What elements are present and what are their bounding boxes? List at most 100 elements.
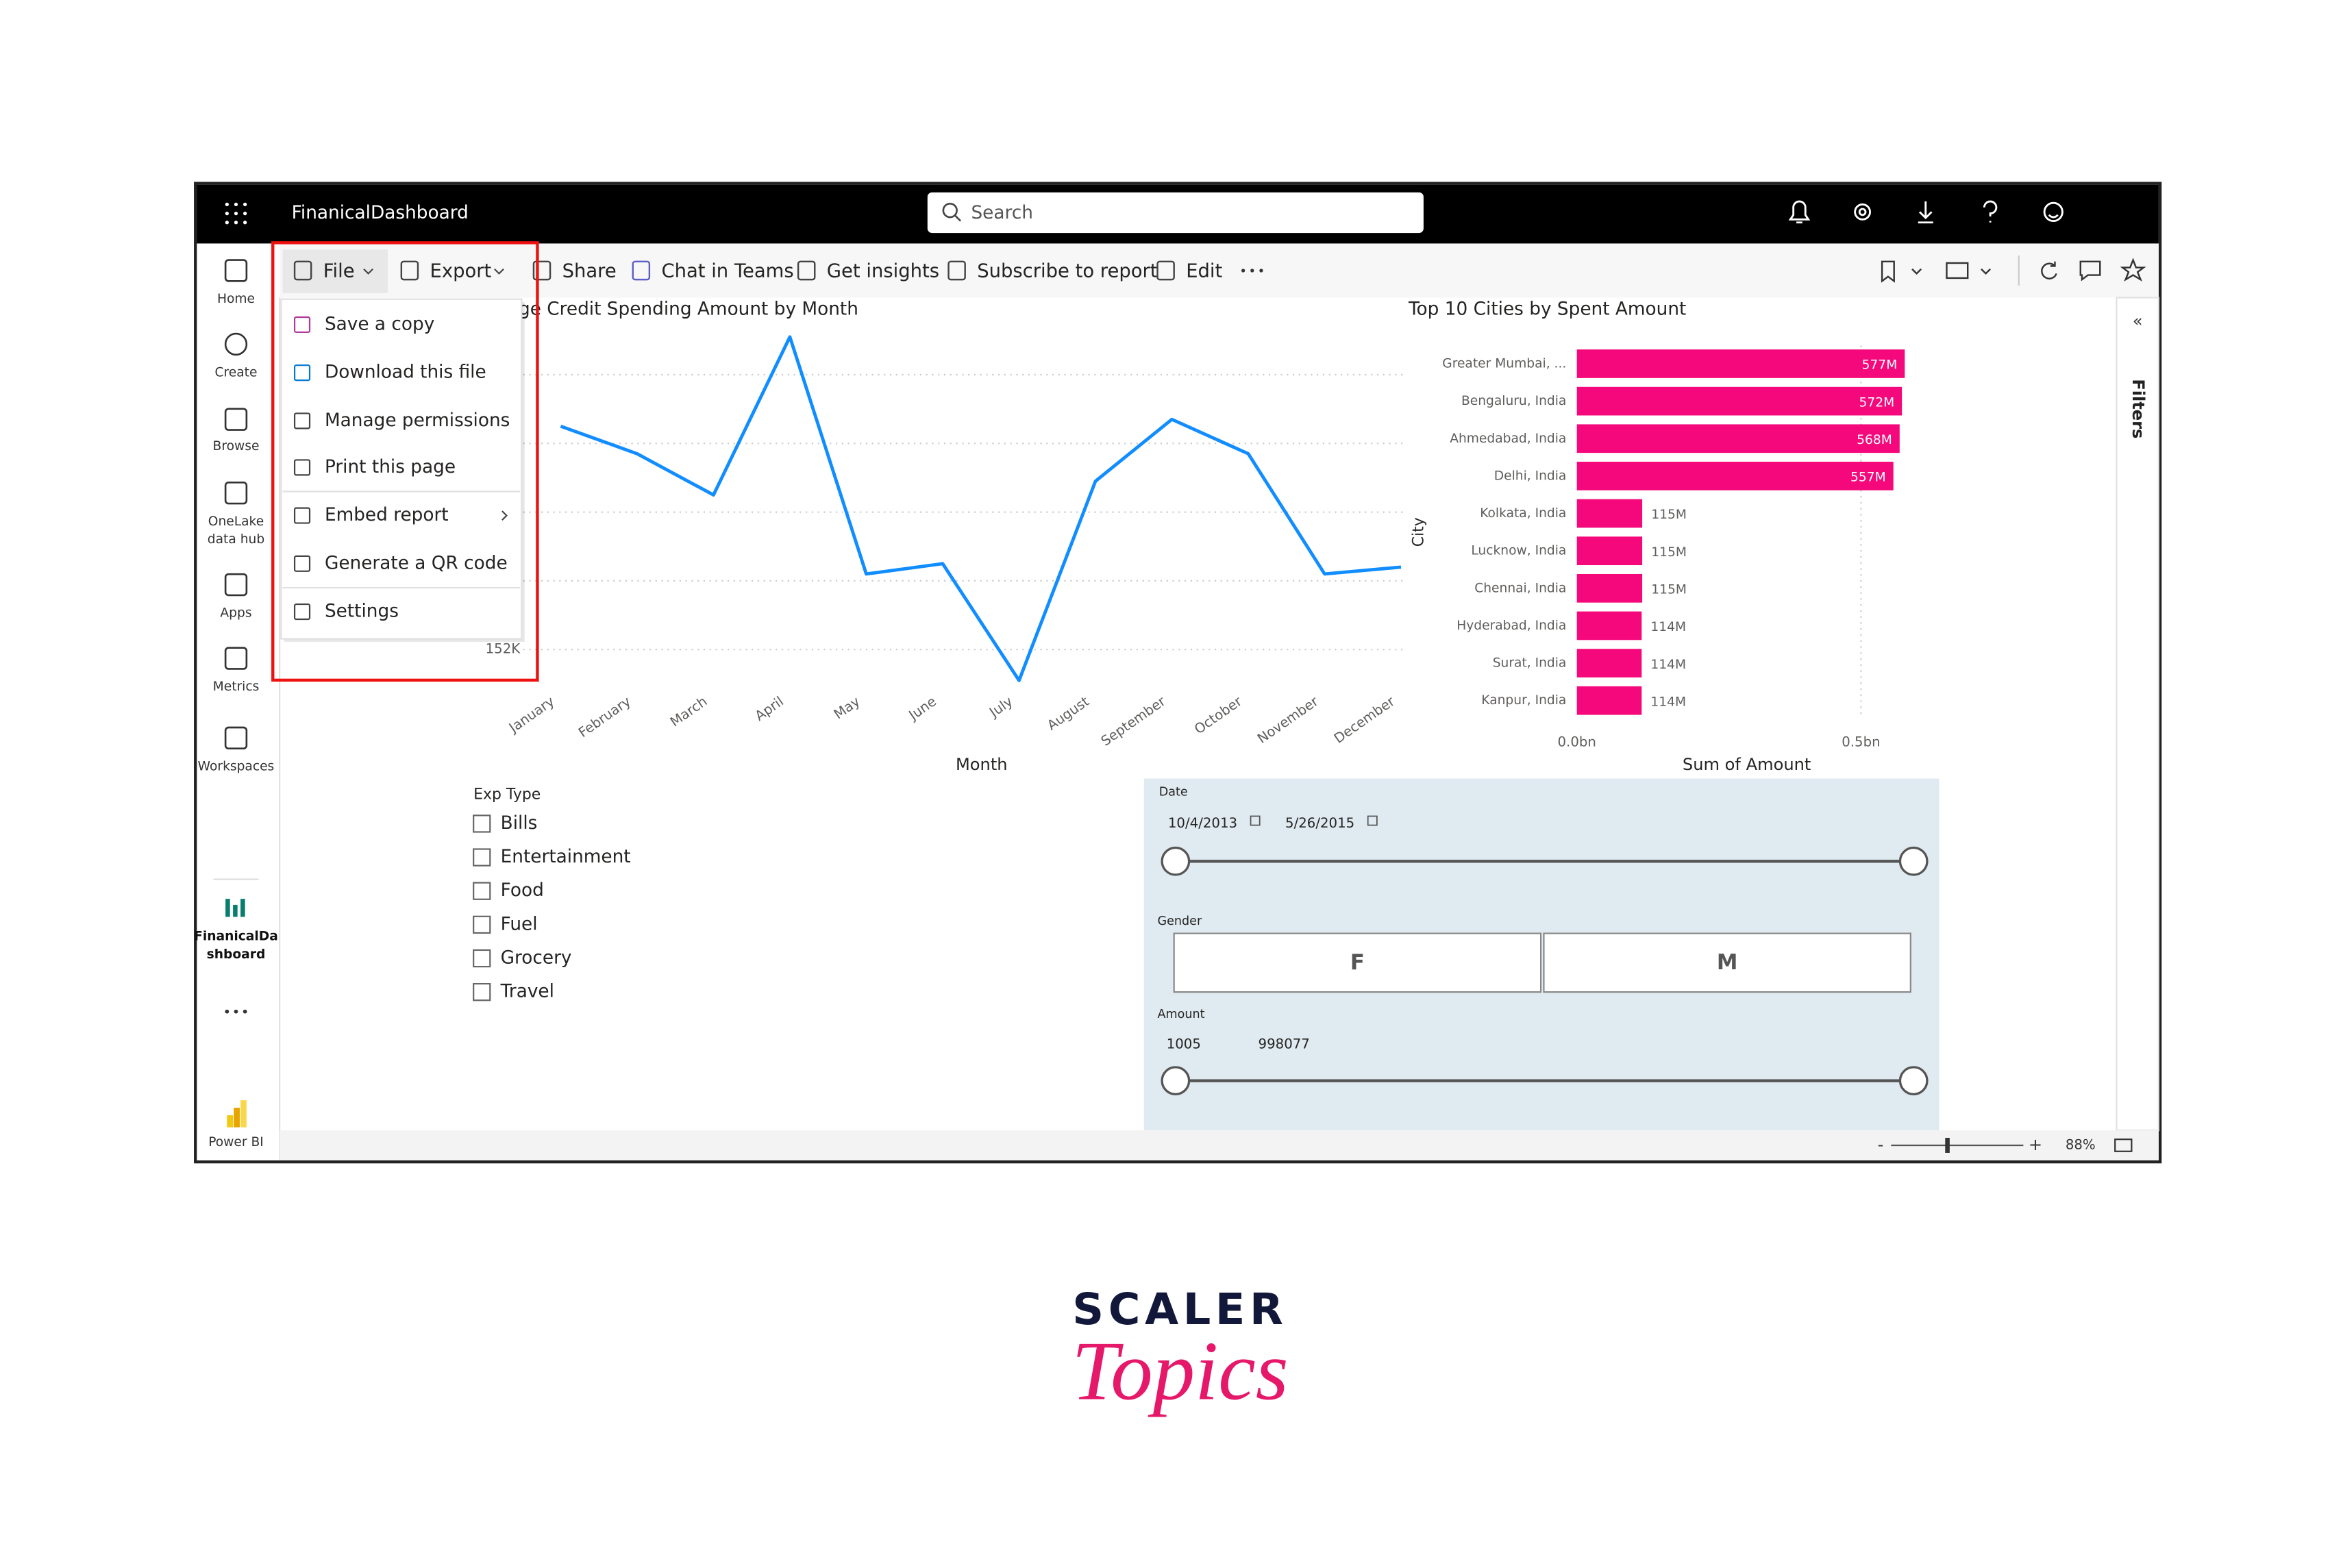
- data-label: 572M: [1859, 395, 1894, 410]
- nav-item[interactable]: OneLake data hub: [208, 482, 264, 547]
- slider-handle[interactable]: [1898, 846, 1929, 876]
- menu-item[interactable]: Embed report: [325, 505, 449, 525]
- bar: [1576, 386, 1903, 416]
- filters-label[interactable]: Filters: [2129, 379, 2148, 438]
- toolbar-button[interactable]: Subscribe to report: [977, 261, 1158, 282]
- bar: [1576, 424, 1900, 453]
- nav-label: Workspaces: [198, 760, 275, 774]
- zoom-thumb[interactable]: [1945, 1138, 1950, 1153]
- data-label: 577M: [1862, 358, 1898, 373]
- x-tick-label: 0.5bn: [1842, 734, 1880, 749]
- nav-icon: [225, 899, 230, 917]
- slider-handle[interactable]: [1161, 846, 1191, 876]
- menu-item[interactable]: Download this file: [325, 362, 486, 383]
- toolbar-icon: [632, 260, 651, 281]
- slicer-title: Date: [1159, 785, 1188, 799]
- menu-item[interactable]: Generate a QR code: [325, 553, 508, 573]
- more-options[interactable]: [1241, 269, 1263, 273]
- menu-item[interactable]: Print this page: [325, 457, 456, 477]
- toolbar-right-icons[interactable]: [1881, 258, 2146, 283]
- checkbox[interactable]: [473, 848, 491, 867]
- menu-item[interactable]: Manage permissions: [325, 410, 510, 431]
- logo-script: Topics: [1071, 1324, 1288, 1417]
- toolbar-button[interactable]: Get insights: [827, 261, 939, 282]
- nav-item[interactable]: Power BI: [208, 1100, 264, 1149]
- slider-handle[interactable]: [1161, 1066, 1191, 1096]
- submenu-chevron: [501, 510, 508, 521]
- checkbox[interactable]: [473, 983, 491, 1001]
- header-icons[interactable]: [1788, 200, 2063, 224]
- zoom-in[interactable]: +: [2029, 1135, 2042, 1154]
- x-tick-label: 0.0bn: [1557, 734, 1596, 749]
- line-series: [560, 335, 1402, 682]
- y-tick-label: Kolkata, India: [1480, 506, 1566, 521]
- app-launcher[interactable]: [225, 202, 247, 225]
- nav-icon: [224, 647, 248, 670]
- nav-more[interactable]: [225, 1009, 247, 1014]
- zoom-out[interactable]: -: [1878, 1135, 1884, 1154]
- slider-handle[interactable]: [1898, 1066, 1929, 1096]
- toolbar-button[interactable]: File: [323, 261, 355, 282]
- collapse-icon[interactable]: «: [2133, 312, 2143, 331]
- nav-label: Home: [217, 292, 255, 306]
- menu-item[interactable]: Save a copy: [325, 314, 434, 334]
- bar: [1576, 462, 1894, 490]
- nav-icon: [240, 899, 245, 917]
- gender-button[interactable]: [1173, 932, 1542, 993]
- nav-icon: [224, 573, 248, 597]
- toolbar-button[interactable]: Chat in Teams: [661, 261, 793, 282]
- nav-icon: [233, 904, 238, 917]
- search-icon: [954, 214, 962, 222]
- data-label: 115M: [1651, 545, 1687, 560]
- gender-button[interactable]: [1543, 932, 1911, 993]
- nav-item[interactable]: Apps: [220, 573, 252, 621]
- y-tick-label: Greater Mumbai, ...: [1442, 357, 1566, 371]
- amount-min: 1005: [1167, 1036, 1201, 1051]
- checkbox[interactable]: [473, 882, 491, 900]
- checkbox-label: Bills: [501, 813, 538, 834]
- app-title[interactable]: FinanicalDashboard: [292, 203, 469, 223]
- menu-item[interactable]: Settings: [325, 601, 399, 622]
- nav-item[interactable]: Create: [215, 332, 258, 380]
- checkbox[interactable]: [473, 915, 491, 934]
- highlight-box: [271, 241, 539, 682]
- toolbar-icon: [797, 260, 816, 281]
- chart-title: Top 10 Cities by Spent Amount: [1408, 299, 1686, 320]
- search-box[interactable]: [927, 192, 1424, 234]
- filters-pane[interactable]: [2116, 297, 2159, 1132]
- checkbox[interactable]: [473, 814, 491, 833]
- y-tick-label: Hyderabad, India: [1457, 619, 1566, 633]
- nav-icon: [224, 482, 248, 505]
- menu-icon: [293, 412, 311, 430]
- nav-label: Browse: [213, 439, 260, 453]
- menu-icon: [293, 603, 311, 621]
- nav-item[interactable]: Browse: [213, 408, 260, 453]
- toolbar-icon: [293, 260, 312, 281]
- slicer-title: Gender: [1158, 914, 1202, 928]
- y-tick-label: Ahmedabad, India: [1450, 432, 1566, 446]
- nav-label: data hub: [208, 532, 264, 547]
- bar: [1576, 649, 1642, 677]
- nav-icon: [224, 332, 248, 356]
- checkbox[interactable]: [473, 949, 491, 968]
- nav-item[interactable]: Home: [217, 259, 255, 307]
- bar: [1576, 573, 1643, 603]
- checkbox-label: Fuel: [501, 914, 538, 934]
- menu-icon: [293, 555, 311, 572]
- toolbar-button[interactable]: Export: [430, 261, 492, 282]
- fit-icon: [2114, 1138, 2133, 1152]
- nav-item[interactable]: Workspaces: [198, 726, 275, 774]
- nav-icon: [240, 1100, 247, 1128]
- nav-item[interactable]: Metrics: [213, 647, 260, 695]
- chart-title: ge Credit Spending Amount by Month: [519, 299, 858, 320]
- nav-item[interactable]: FinanicalDa shboard: [194, 899, 278, 962]
- x-axis-title: Sum of Amount: [1683, 755, 1811, 774]
- toolbar-button[interactable]: Edit: [1186, 261, 1222, 282]
- nav-icon: [234, 1108, 240, 1128]
- dropdown-chevron: [363, 268, 373, 275]
- toolbar-button[interactable]: Share: [562, 261, 617, 282]
- bar: [1576, 349, 1905, 378]
- zoom-level: 88%: [2066, 1136, 2096, 1152]
- date-start: 10/4/2013: [1168, 815, 1237, 831]
